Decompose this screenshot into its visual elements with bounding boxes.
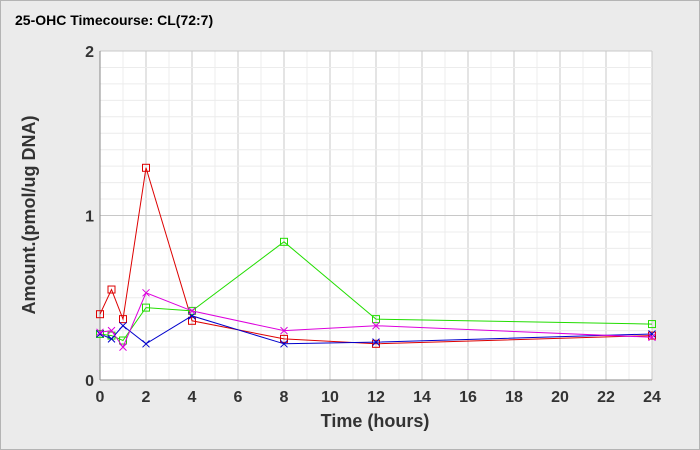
x-tick-label: 14 bbox=[413, 389, 431, 406]
data-point-marker bbox=[280, 237, 288, 246]
series-line bbox=[99, 167, 653, 345]
data-point-marker bbox=[372, 338, 380, 347]
data-point-marker bbox=[119, 315, 127, 324]
x-tick-label: 24 bbox=[643, 389, 661, 406]
data-point-marker bbox=[648, 331, 656, 340]
data-point-marker bbox=[96, 329, 104, 338]
chart-title: 25-OHC Timecourse: CL(72:7) bbox=[15, 12, 213, 28]
data-point-marker bbox=[119, 343, 127, 351]
x-tick-label: 0 bbox=[96, 389, 105, 406]
x-tick-label: 8 bbox=[280, 389, 289, 406]
series-layer bbox=[96, 163, 656, 351]
y-tick-label: 1 bbox=[85, 209, 94, 226]
data-point-marker bbox=[280, 326, 288, 335]
data-point-marker bbox=[372, 339, 380, 348]
data-point-marker bbox=[372, 321, 380, 330]
x-tick-label: 20 bbox=[551, 389, 569, 406]
data-point-marker bbox=[96, 328, 104, 337]
data-point-marker bbox=[188, 306, 196, 315]
data-point-marker bbox=[280, 334, 288, 343]
data-point-marker bbox=[107, 326, 116, 335]
x-axis-label: Time (hours) bbox=[321, 411, 430, 431]
data-point-marker bbox=[372, 315, 380, 324]
data-point-marker bbox=[188, 316, 196, 325]
x-tick-label: 4 bbox=[188, 389, 197, 406]
data-point-marker bbox=[188, 307, 196, 315]
y-axis-ticks: 0 1 2 bbox=[85, 44, 94, 390]
data-point-marker bbox=[280, 339, 288, 348]
data-point-marker bbox=[119, 336, 127, 345]
x-tick-label: 16 bbox=[459, 389, 477, 406]
data-point-marker bbox=[96, 310, 104, 319]
x-axis-ticks: 0 2 4 6 8 10 12 14 16 18 20 22 24 bbox=[96, 389, 661, 406]
axes bbox=[99, 51, 652, 381]
data-point-marker bbox=[142, 303, 150, 312]
x-tick-label: 10 bbox=[321, 389, 339, 406]
series-1 bbox=[96, 163, 656, 348]
series-4 bbox=[96, 288, 656, 351]
data-point-marker bbox=[142, 339, 150, 348]
data-point-marker bbox=[648, 320, 656, 329]
data-point-marker bbox=[648, 333, 656, 342]
series-line bbox=[99, 292, 653, 349]
y-axis-label: Amount.(pmol/ug DNA) bbox=[19, 116, 39, 315]
data-point-marker bbox=[142, 288, 150, 297]
y-tick-label: 0 bbox=[85, 373, 94, 390]
x-tick-label: 12 bbox=[367, 389, 385, 406]
grid-lines bbox=[99, 50, 653, 381]
x-tick-label: 6 bbox=[234, 389, 243, 406]
x-tick-label: 22 bbox=[597, 389, 615, 406]
x-tick-label: 2 bbox=[142, 389, 151, 406]
data-point-marker bbox=[119, 321, 127, 330]
data-point-marker bbox=[142, 163, 150, 172]
data-point-marker bbox=[107, 335, 116, 343]
x-tick-label: 18 bbox=[505, 389, 523, 406]
data-point-marker bbox=[107, 285, 116, 294]
y-tick-label: 2 bbox=[85, 44, 94, 61]
data-point-marker bbox=[648, 330, 656, 338]
